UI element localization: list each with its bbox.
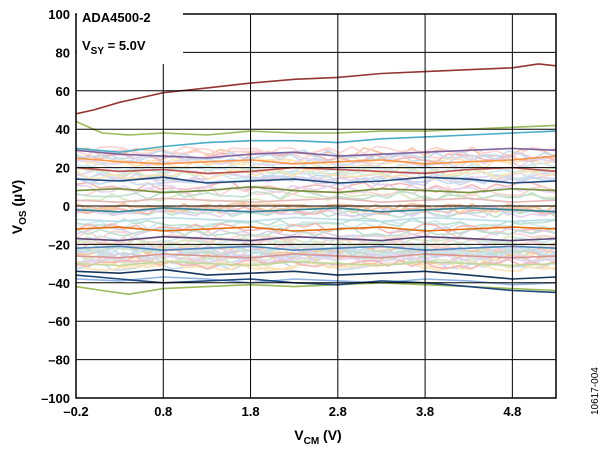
series-line-15 bbox=[75, 253, 557, 259]
background-trace bbox=[75, 185, 557, 197]
series-line-12 bbox=[75, 226, 557, 232]
y-tick-label: –80 bbox=[48, 353, 70, 368]
x-axis-title-unit: (V) bbox=[319, 427, 342, 443]
series-line-16 bbox=[75, 260, 557, 267]
x-tick-label: 3.8 bbox=[416, 404, 434, 419]
y-tick-label: 20 bbox=[56, 161, 70, 176]
y-axis-title: VOS (µV) bbox=[9, 180, 29, 234]
series-line-11 bbox=[75, 216, 557, 223]
annotation-supply-sub: SY bbox=[91, 46, 105, 57]
series-line-3 bbox=[75, 130, 557, 153]
series-line-1 bbox=[75, 63, 557, 115]
y-tick-label: 100 bbox=[48, 7, 70, 22]
y-tick-labels: 100 80 60 40 20 0 –20 –40 –60 –80 –100 bbox=[41, 7, 70, 406]
y-tick-label: 60 bbox=[56, 84, 70, 99]
x-axis-title: VCM (V) bbox=[294, 427, 341, 447]
x-tick-label: 1.8 bbox=[242, 404, 260, 419]
series-line-20 bbox=[75, 274, 557, 294]
figure-number: 10617-004 bbox=[590, 367, 601, 415]
x-tick-label: 2.8 bbox=[329, 404, 347, 419]
x-tick-label: –0.2 bbox=[63, 404, 88, 419]
x-tick-label: 4.8 bbox=[503, 404, 521, 419]
y-tick-label: 80 bbox=[56, 45, 70, 60]
series-line-6 bbox=[75, 166, 557, 175]
background-trace bbox=[75, 258, 557, 270]
series-line-4 bbox=[75, 147, 557, 159]
x-tick-label: 0.8 bbox=[154, 404, 172, 419]
y-tick-label: 0 bbox=[63, 199, 70, 214]
background-trace bbox=[75, 183, 557, 194]
grid-layer bbox=[75, 13, 556, 399]
series-line-2 bbox=[75, 120, 557, 136]
series-line-17 bbox=[75, 268, 557, 280]
background-trace bbox=[75, 260, 557, 272]
series-line-10 bbox=[75, 207, 557, 213]
background-trace bbox=[75, 168, 557, 180]
background-trace bbox=[75, 149, 557, 161]
y-tick-label: –40 bbox=[48, 276, 70, 291]
series-line-7 bbox=[75, 176, 557, 184]
background-trace bbox=[75, 208, 557, 219]
x-axis-title-sub: CM bbox=[304, 436, 320, 447]
y-axis-title-sub: OS bbox=[18, 210, 29, 225]
annotation-supply: VSY = 5.0V bbox=[82, 38, 146, 57]
x-axis-title-main: V bbox=[294, 427, 304, 443]
background-trace bbox=[75, 255, 557, 266]
y-axis-title-unit: (µV) bbox=[9, 180, 25, 211]
series-line-8 bbox=[75, 186, 557, 194]
series-line-13 bbox=[75, 235, 557, 242]
x-tick-labels: –0.2 0.8 1.8 2.8 3.8 4.8 bbox=[63, 404, 521, 419]
background-trace bbox=[75, 158, 557, 170]
y-tick-label: –60 bbox=[48, 314, 70, 329]
background-trace bbox=[75, 174, 557, 186]
background-trace bbox=[75, 222, 557, 234]
y-tick-label: 40 bbox=[56, 122, 70, 137]
series-line-18 bbox=[75, 276, 557, 286]
series-line-5 bbox=[75, 155, 557, 165]
background-trace bbox=[75, 244, 557, 256]
series-line-14 bbox=[75, 245, 557, 251]
y-tick-label: –100 bbox=[41, 391, 70, 406]
annotation-part-number: ADA4500-2 bbox=[82, 10, 151, 25]
annotation-background bbox=[77, 7, 183, 64]
plot-frame bbox=[75, 13, 557, 399]
annotation-supply-value: = 5.0V bbox=[104, 38, 146, 53]
series-line-9 bbox=[75, 197, 557, 203]
series-layer bbox=[75, 63, 557, 296]
y-axis-title-main: V bbox=[9, 224, 25, 234]
background-trace bbox=[75, 191, 557, 203]
background-trace bbox=[75, 152, 557, 164]
y-tick-label: –20 bbox=[48, 237, 70, 252]
annotation-supply-main: V bbox=[82, 38, 91, 53]
